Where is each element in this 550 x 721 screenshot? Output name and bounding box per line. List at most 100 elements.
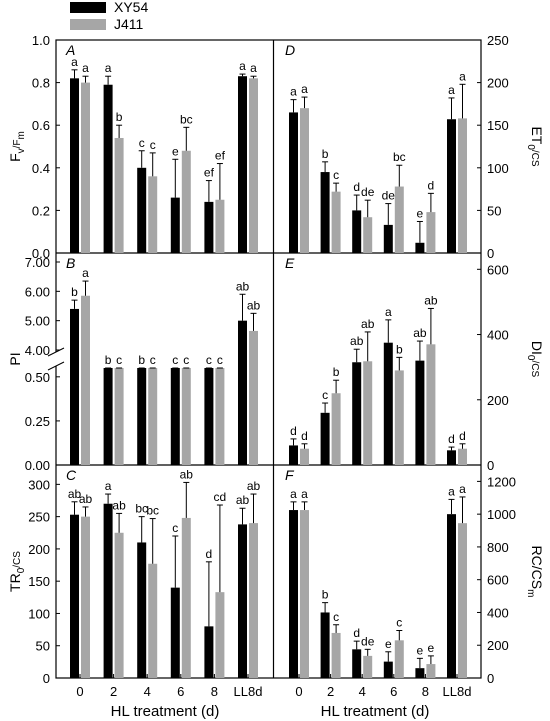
y-axis-label: RC/CSm [525,546,545,598]
y-tick-label: 0.50 [25,370,50,385]
significance-label: cd [214,490,227,504]
bar [447,450,456,465]
bar [81,516,90,678]
y-axis-label: ET0/CS [525,126,545,166]
significance-label: a [448,484,455,498]
panel-letter: B [66,255,75,271]
bar [103,503,113,678]
bar [249,330,258,465]
bar [238,76,247,254]
bar [70,514,79,678]
significance-label: c [139,136,145,150]
bar [415,242,425,253]
significance-label: b [333,365,340,379]
bar [320,612,330,678]
significance-label: ab [247,479,261,493]
x-tick-label: 8 [211,684,218,699]
y-tick-label: 0.0 [32,246,50,261]
bar [383,224,393,253]
bar [137,542,147,678]
significance-label: a [82,61,89,75]
bar [320,172,330,253]
significance-label: b [116,110,123,124]
y-axis-label: Fv/Fm [7,131,27,162]
significance-label: a [71,55,78,69]
x-tick-label: 0 [76,684,83,699]
bar [114,137,124,253]
bar [170,587,180,678]
bar [363,361,373,465]
bar [331,191,341,253]
y-axis-label: TR0/CS [7,551,27,592]
bar [352,649,362,678]
significance-label: bc [135,502,148,516]
panel-letter: C [66,467,77,483]
bar [331,632,341,678]
significance-label: d [353,626,360,640]
x-tick-label: 4 [359,684,366,699]
bar [81,82,90,253]
bar [204,201,214,253]
significance-label: e [172,144,179,158]
y-axis-label: PI [7,352,23,365]
y-tick-label: 600 [487,573,509,588]
significance-label: b [322,588,329,602]
significance-label: d [448,432,455,446]
y-tick-label: 250 [487,33,509,48]
y-tick-label: 300 [28,477,50,492]
significance-label: c [322,388,328,402]
bar [300,510,309,678]
y-tick-label: 100 [28,606,50,621]
bar [320,412,330,465]
y-tick-label: 200 [28,542,50,557]
significance-label: c [116,353,122,367]
bar [394,186,404,253]
bar [181,368,191,465]
bar [181,150,191,253]
bar [458,448,467,465]
significance-label: e [417,206,424,220]
legend-label-xy54: XY54 [114,0,148,15]
bar [204,368,214,465]
x-tick-label: 0 [295,684,302,699]
y-tick-label: 0.00 [25,458,50,473]
bar [181,517,191,678]
panel-letter: D [285,42,295,58]
y-tick-label: 0.8 [32,76,50,91]
x-axis-label-right: HL treatment (d) [321,703,430,720]
significance-label: ab [361,317,375,331]
significance-label: ab [236,279,250,293]
x-tick-label: 8 [422,684,429,699]
x-tick-label: 4 [144,684,151,699]
y-tick-label: 4.00 [25,343,50,358]
x-axis-label-left: HL treatment (d) [111,703,220,720]
bar [363,217,373,253]
y-tick-label: 50 [487,203,501,218]
significance-label: b [71,285,78,299]
bar [170,197,180,253]
bar [249,78,258,253]
significance-label: c [217,353,223,367]
significance-label: c [396,615,402,629]
y-tick-label: 150 [28,574,50,589]
x-tick-label: 6 [177,684,184,699]
significance-label: c [333,168,339,182]
bar [114,368,124,465]
significance-label: ab [236,493,250,507]
significance-label: c [206,353,212,367]
bar [137,167,147,253]
y-tick-label: 50 [36,639,50,654]
bar [300,108,309,253]
significance-label: e [428,641,435,655]
significance-label: a [105,479,112,493]
bar [81,295,90,465]
bar [238,320,247,465]
bar [447,514,456,678]
bar [426,212,436,253]
y-tick-label: 0 [487,458,494,473]
significance-label: a [459,482,466,496]
